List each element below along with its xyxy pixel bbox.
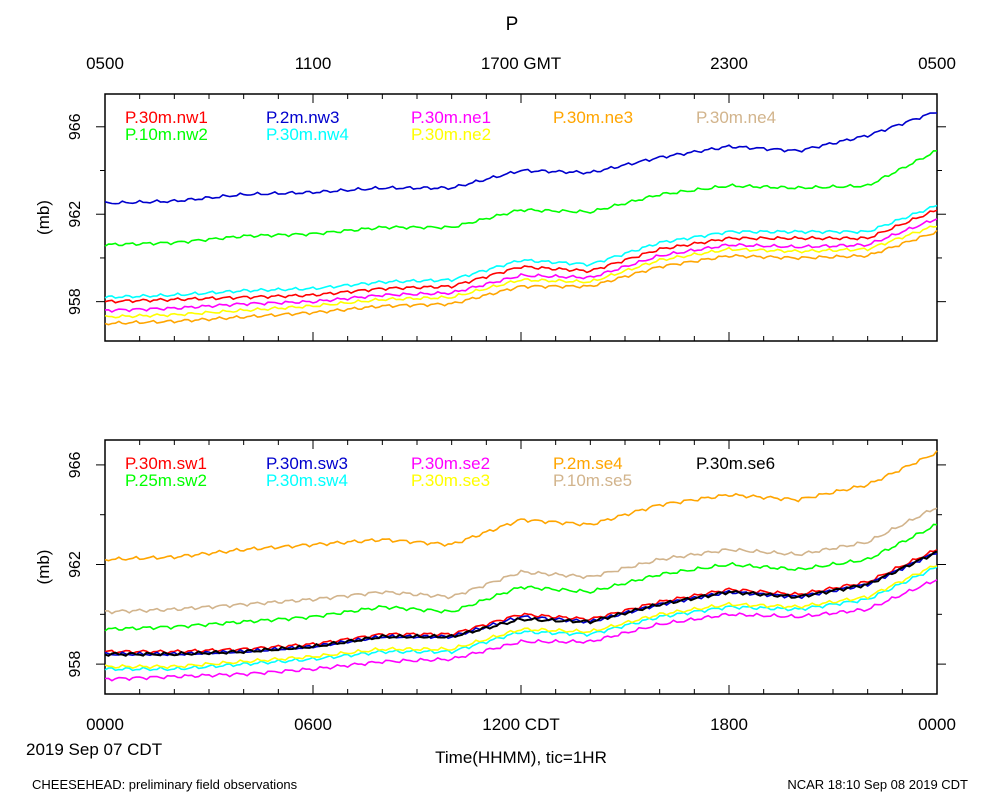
series-line-P.30m.se3 (104, 565, 938, 670)
series-line-P.30m.sw4 (104, 566, 938, 672)
series-line-P.30m.sw1 (104, 549, 938, 655)
footer-left: CHEESEHEAD: preliminary field observatio… (32, 777, 298, 792)
top-time-label: 2300 (710, 54, 748, 73)
series-line-P.30m.ne2 (104, 225, 938, 319)
series-line-P.30m.nw1 (104, 209, 938, 304)
plot-frame (104, 439, 938, 695)
legend-entry: P.30m.se3 (411, 471, 490, 490)
plot-frame (104, 93, 938, 342)
bottom-time-label: 1200 CDT (482, 715, 559, 734)
bottom-panel: 958 962 966 (mb) P.30m.sw1 P.30m.sw3 P.30m.se2… (34, 439, 946, 695)
legend-entry: P.30m.se2 (411, 454, 490, 473)
series-line-P.25m.sw2 (104, 523, 938, 632)
legend-entry: P.25m.sw2 (125, 471, 207, 490)
series-line-P.10m.se5 (104, 507, 938, 615)
series-line-P.2m.nw3 (104, 112, 938, 205)
bottom-time-label: 1800 (710, 715, 748, 734)
chart-title: P (506, 14, 519, 35)
date-label: 2019 Sep 07 CDT (26, 740, 162, 759)
y-axis-label: (mb) (34, 200, 53, 235)
legend-entry: P.30m.nw4 (266, 125, 349, 144)
y-axis-label: (mb) (34, 550, 53, 585)
legend-entry: P.30m.sw1 (125, 454, 207, 473)
legend-entry: P.2m.se4 (553, 454, 623, 473)
legend-entry: P.30m.ne3 (553, 108, 633, 127)
y-tick-label: 966 (67, 113, 84, 140)
bottom-time-axis-labels: 0000 0600 1200 CDT 1800 0000 (86, 715, 956, 734)
x-axis-label: Time(HHMM), tic=1HR (435, 748, 607, 767)
legend-entry: P.30m.ne4 (696, 108, 776, 127)
top-time-label: 0500 (86, 54, 124, 73)
y-tick-label: 962 (67, 201, 84, 228)
legend-entry: P.30m.sw3 (266, 454, 348, 473)
series-line-P.30m.se2 (104, 579, 938, 682)
y-tick-label: 962 (67, 551, 84, 578)
y-tick-label: 958 (67, 651, 84, 678)
legend-entry: P.30m.se6 (696, 454, 775, 473)
series-line-P.2m.se4 (104, 450, 938, 562)
series-line-P.30m.ne1 (104, 218, 938, 313)
top-time-axis-labels: 0500 1100 1700 GMT 2300 0500 (86, 54, 956, 73)
series-line-P.10m.nw2 (104, 150, 938, 247)
top-time-label: 0500 (918, 54, 956, 73)
legend-entry: P.10m.se5 (553, 471, 632, 490)
footer-right: NCAR 18:10 Sep 08 2019 CDT (787, 777, 968, 792)
y-tick-label: 958 (67, 288, 84, 315)
bottom-time-label: 0600 (294, 715, 332, 734)
y-tick-label: 966 (67, 451, 84, 478)
legend-entry: P.2m.nw3 (266, 108, 339, 127)
top-time-label: 1700 GMT (481, 54, 561, 73)
series-line-P.30m.se6 (104, 550, 938, 657)
legend-entry: P.30m.ne1 (411, 108, 491, 127)
top-time-label: 1100 (295, 54, 332, 73)
series-line-P.30m.nw4 (104, 204, 938, 299)
legend-entry: P.30m.ne2 (411, 125, 491, 144)
legend-entry: P.10m.nw2 (125, 125, 208, 144)
legend-entry: P.30m.nw1 (125, 108, 208, 127)
series-line-P.30m.ne3 (104, 229, 938, 326)
bottom-time-label: 0000 (86, 715, 124, 734)
bottom-time-label: 0000 (918, 715, 956, 734)
legend-entry: P.30m.sw4 (266, 471, 348, 490)
